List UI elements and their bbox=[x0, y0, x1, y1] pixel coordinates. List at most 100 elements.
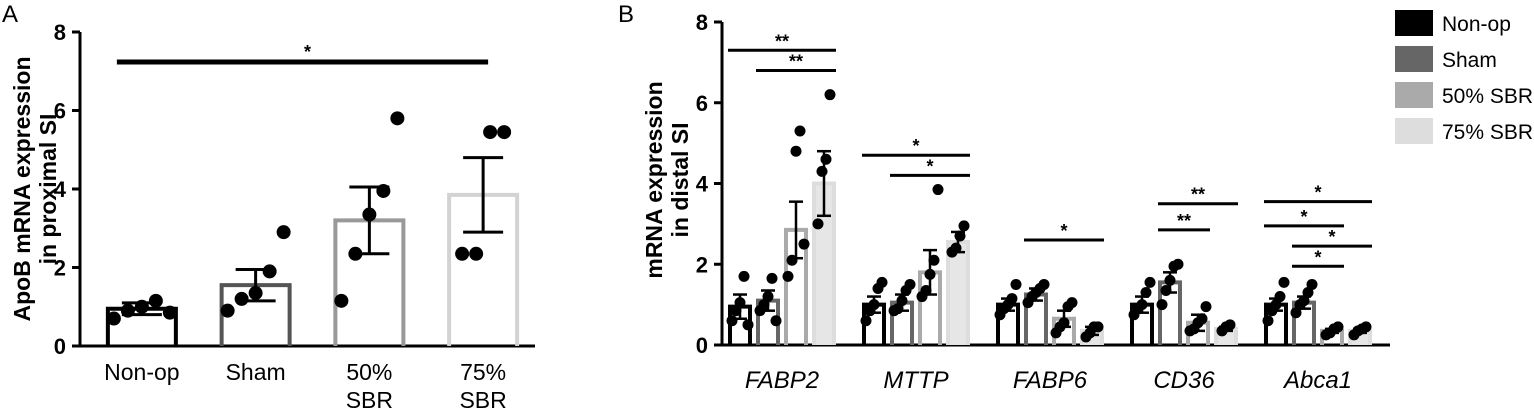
significance-label: ** bbox=[1191, 185, 1205, 205]
x-tick-label: 50% SBR bbox=[346, 359, 393, 411]
panel-letter-b: B bbox=[618, 1, 634, 28]
legend: Non-op Sham 50% SBR 75% SBR bbox=[1395, 10, 1533, 144]
y-tick-label: 6 bbox=[696, 91, 708, 116]
data-point bbox=[734, 297, 746, 309]
data-point bbox=[1160, 284, 1172, 296]
data-point bbox=[876, 276, 888, 288]
y-tick-label: 0 bbox=[54, 334, 66, 359]
data-point bbox=[896, 295, 908, 307]
data-point bbox=[1140, 287, 1152, 299]
data-point bbox=[1038, 278, 1050, 290]
data-point bbox=[860, 315, 872, 327]
data-point bbox=[824, 89, 836, 101]
data-point bbox=[1156, 299, 1168, 311]
data-point bbox=[794, 125, 806, 137]
data-point bbox=[1164, 274, 1176, 286]
data-point bbox=[924, 268, 936, 280]
data-point bbox=[786, 254, 798, 266]
data-point bbox=[1144, 276, 1156, 288]
significance-label: * bbox=[1300, 207, 1307, 227]
significance-label: ** bbox=[789, 51, 803, 71]
data-point bbox=[812, 218, 824, 230]
panel-a-chart: ApoB mRNA expressionin proximal SI 0 2 4 6 8 N… bbox=[9, 20, 535, 411]
data-point bbox=[348, 246, 363, 261]
data-point bbox=[726, 315, 738, 327]
data-point bbox=[958, 220, 970, 232]
data-point bbox=[1092, 321, 1104, 333]
data-point bbox=[928, 254, 940, 266]
data-point bbox=[362, 207, 377, 222]
data-point bbox=[1274, 291, 1286, 303]
data-point bbox=[868, 299, 880, 311]
data-point bbox=[390, 111, 405, 126]
x-tick-label: MTTP bbox=[883, 367, 948, 394]
data-point bbox=[497, 125, 512, 140]
legend-label: 75% SBR bbox=[1442, 121, 1533, 144]
data-point bbox=[469, 246, 484, 261]
data-point bbox=[1278, 276, 1290, 288]
data-point bbox=[248, 286, 263, 301]
data-point bbox=[455, 246, 470, 261]
data-point bbox=[816, 165, 828, 177]
data-point bbox=[334, 293, 349, 308]
x-tick-label: FABP6 bbox=[1013, 367, 1088, 394]
panel-letter-a: A bbox=[2, 1, 18, 28]
x-tick-label: 75% SBR bbox=[459, 359, 506, 411]
x-tick-label: Non-op bbox=[104, 359, 179, 385]
significance-label: * bbox=[926, 156, 933, 176]
data-point bbox=[148, 293, 163, 308]
data-point bbox=[1224, 319, 1236, 331]
data-point bbox=[1010, 278, 1022, 290]
data-point bbox=[483, 125, 498, 140]
data-point bbox=[1172, 258, 1184, 270]
y-tick-label: 4 bbox=[696, 172, 709, 197]
y-tick-label: 8 bbox=[696, 10, 708, 35]
y-axis-label: mRNA expressionin distal SI bbox=[641, 81, 693, 278]
data-point bbox=[1306, 278, 1318, 290]
data-point bbox=[782, 270, 794, 282]
data-point bbox=[920, 284, 932, 296]
y-axis-label: ApoB mRNA expressionin proximal SI bbox=[9, 57, 61, 322]
data-point bbox=[932, 184, 944, 196]
y-tick-label: 4 bbox=[54, 177, 67, 202]
significance-label: * bbox=[1328, 227, 1335, 247]
data-point bbox=[904, 278, 916, 290]
data-point bbox=[120, 303, 135, 318]
data-point bbox=[954, 230, 966, 242]
data-point bbox=[1196, 313, 1208, 325]
legend-swatch bbox=[1395, 46, 1433, 72]
legend-swatch bbox=[1395, 118, 1433, 144]
data-point bbox=[134, 299, 149, 314]
significance-label: * bbox=[1060, 221, 1067, 241]
data-point bbox=[376, 183, 391, 198]
legend-label: Sham bbox=[1442, 49, 1497, 72]
legend-label: Non-op bbox=[1442, 13, 1511, 36]
data-point bbox=[766, 272, 778, 284]
y-tick-label: 0 bbox=[696, 333, 708, 358]
data-point bbox=[798, 238, 810, 250]
legend-label: 50% SBR bbox=[1442, 85, 1533, 108]
y-tick-label: 6 bbox=[54, 99, 66, 124]
data-point bbox=[1332, 321, 1344, 333]
significance-label: * bbox=[1314, 183, 1321, 203]
y-tick-label: 2 bbox=[54, 256, 66, 281]
data-point bbox=[770, 315, 782, 327]
data-point bbox=[234, 291, 249, 306]
data-point bbox=[276, 225, 291, 240]
data-point bbox=[1136, 299, 1148, 311]
x-tick-label: Sham bbox=[226, 359, 286, 385]
x-tick-label: CD36 bbox=[1153, 367, 1215, 394]
data-point bbox=[1058, 317, 1070, 329]
x-tick-label: FABP2 bbox=[745, 367, 819, 394]
panel-b-chart: mRNA expressionin distal SI02468FABP2***… bbox=[641, 10, 1390, 394]
data-point bbox=[262, 264, 277, 279]
data-point bbox=[1262, 315, 1274, 327]
data-point bbox=[162, 305, 177, 320]
y-tick-label: 8 bbox=[54, 20, 66, 45]
data-point bbox=[820, 153, 832, 165]
data-point bbox=[1066, 297, 1078, 309]
data-point bbox=[762, 291, 774, 303]
significance-label: * bbox=[1314, 247, 1321, 267]
significance-label: * bbox=[304, 42, 311, 62]
